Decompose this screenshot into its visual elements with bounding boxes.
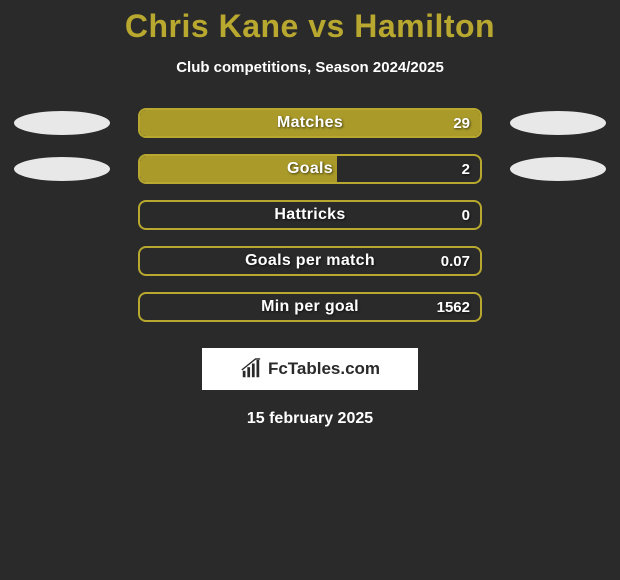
stat-row: Min per goal1562	[0, 284, 620, 330]
match-date: 15 february 2025	[0, 410, 620, 428]
brand-badge[interactable]: FcTables.com	[202, 348, 418, 390]
stats-card: Chris Kane vs Hamilton Club competitions…	[0, 0, 620, 428]
decor-ellipse-right	[510, 111, 606, 135]
brand-text: FcTables.com	[268, 359, 380, 379]
stat-bar: Min per goal1562	[138, 292, 482, 322]
decor-ellipse-left	[14, 111, 110, 135]
decor-ellipse-left	[14, 157, 110, 181]
stat-value: 1562	[437, 294, 470, 320]
stat-value: 29	[453, 110, 470, 136]
stat-value: 0	[462, 202, 470, 228]
stat-row: Hattricks0	[0, 192, 620, 238]
chart-icon	[240, 358, 262, 380]
subtitle: Club competitions, Season 2024/2025	[0, 59, 620, 76]
stat-row: Goals per match0.07	[0, 238, 620, 284]
stat-row: Goals2	[0, 146, 620, 192]
stat-label: Goals	[140, 156, 480, 182]
stat-label: Hattricks	[140, 202, 480, 228]
stat-bar: Matches29	[138, 108, 482, 138]
decor-ellipse-right	[510, 157, 606, 181]
stat-bar: Hattricks0	[138, 200, 482, 230]
stat-label: Min per goal	[140, 294, 480, 320]
stat-label: Matches	[140, 110, 480, 136]
stat-value: 2	[462, 156, 470, 182]
stats-list: Matches29 Goals2 Hattricks0 Goals per match…	[0, 100, 620, 330]
page-title: Chris Kane vs Hamilton	[0, 8, 620, 45]
stat-label: Goals per match	[140, 248, 480, 274]
stat-row: Matches29	[0, 100, 620, 146]
stat-value: 0.07	[441, 248, 470, 274]
stat-bar: Goals per match0.07	[138, 246, 482, 276]
stat-bar: Goals2	[138, 154, 482, 184]
